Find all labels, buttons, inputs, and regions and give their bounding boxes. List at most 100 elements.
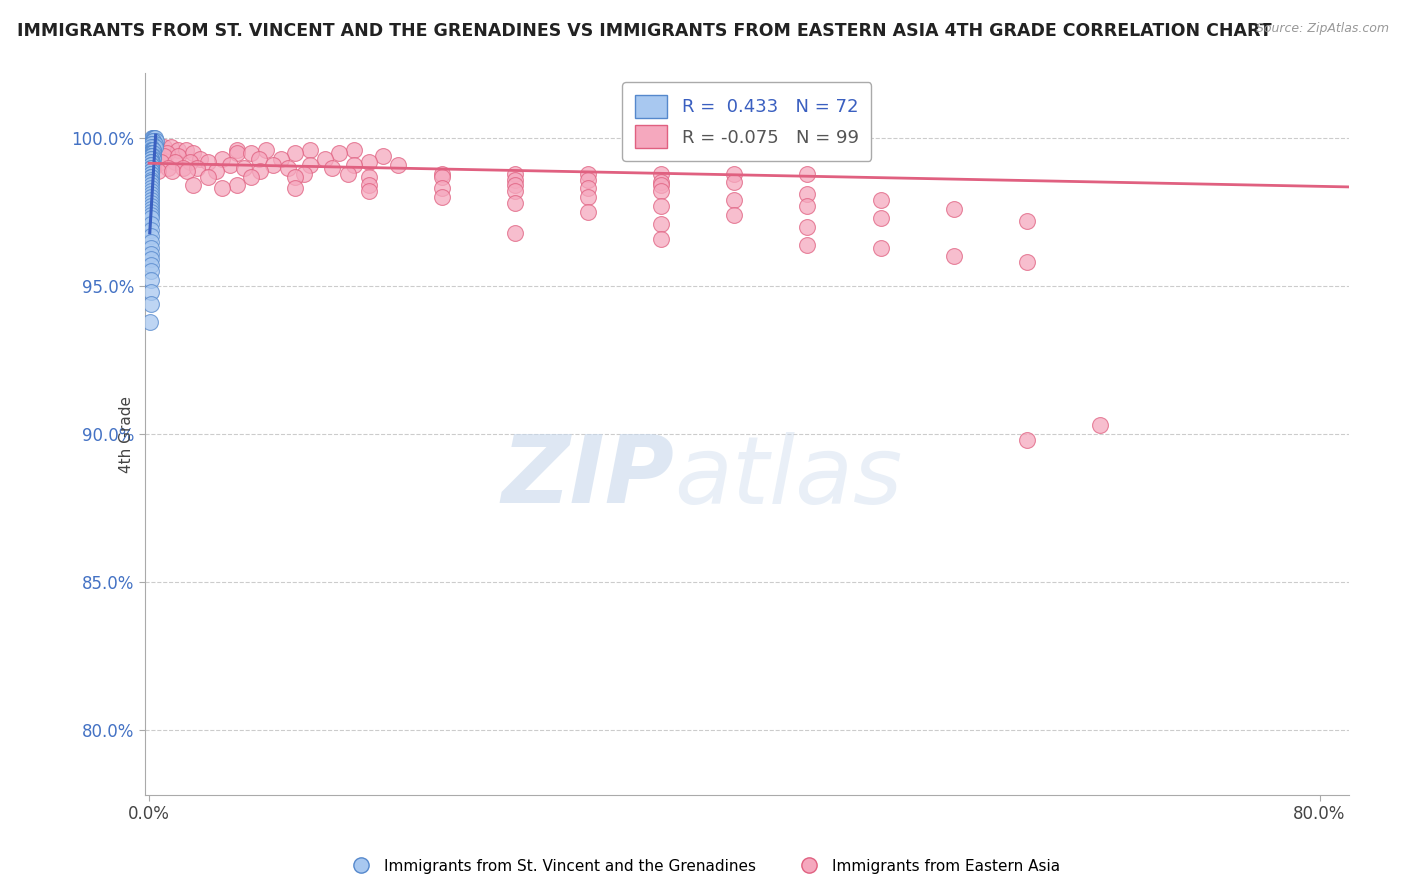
Point bbox=[142, 131, 165, 145]
Point bbox=[254, 143, 277, 157]
Point bbox=[723, 193, 745, 207]
Point bbox=[723, 208, 745, 222]
Point bbox=[141, 131, 163, 145]
Point bbox=[139, 252, 162, 267]
Point bbox=[143, 140, 166, 154]
Point bbox=[141, 145, 163, 160]
Point bbox=[145, 134, 167, 148]
Point bbox=[328, 145, 350, 160]
Point bbox=[284, 169, 307, 184]
Point bbox=[139, 158, 162, 172]
Point bbox=[211, 181, 233, 195]
Point bbox=[225, 145, 247, 160]
Point bbox=[233, 161, 256, 175]
Point bbox=[337, 167, 360, 181]
Point bbox=[141, 143, 163, 157]
Point bbox=[139, 181, 162, 195]
Point bbox=[139, 172, 162, 186]
Point bbox=[142, 143, 165, 157]
Point bbox=[321, 161, 343, 175]
Text: Source: ZipAtlas.com: Source: ZipAtlas.com bbox=[1256, 22, 1389, 36]
Point bbox=[141, 136, 163, 151]
Point bbox=[181, 178, 204, 193]
Point bbox=[141, 154, 163, 169]
Point bbox=[174, 143, 197, 157]
Point bbox=[139, 202, 162, 216]
Point bbox=[576, 167, 599, 181]
Point bbox=[141, 149, 163, 163]
Point bbox=[1015, 433, 1038, 447]
Point bbox=[139, 169, 162, 184]
Point bbox=[650, 185, 672, 199]
Point bbox=[139, 163, 162, 178]
Point bbox=[240, 169, 263, 184]
Point bbox=[142, 140, 165, 154]
Point bbox=[139, 223, 162, 237]
Point bbox=[139, 167, 162, 181]
Point bbox=[141, 169, 163, 184]
Text: atlas: atlas bbox=[675, 432, 903, 523]
Point bbox=[277, 161, 299, 175]
Point bbox=[139, 273, 162, 287]
Point bbox=[430, 190, 453, 204]
Point bbox=[723, 167, 745, 181]
Point bbox=[503, 196, 526, 211]
Point bbox=[139, 297, 162, 311]
Point bbox=[139, 264, 162, 278]
Point bbox=[650, 167, 672, 181]
Point bbox=[343, 158, 366, 172]
Point bbox=[145, 140, 167, 154]
Point bbox=[139, 217, 162, 231]
Point bbox=[141, 136, 163, 151]
Legend: Immigrants from St. Vincent and the Grenadines, Immigrants from Eastern Asia: Immigrants from St. Vincent and the Gren… bbox=[339, 853, 1067, 880]
Point bbox=[145, 145, 167, 160]
Point bbox=[142, 140, 165, 154]
Point bbox=[146, 163, 169, 178]
Point bbox=[270, 152, 292, 166]
Point bbox=[225, 143, 247, 157]
Point bbox=[357, 178, 380, 193]
Point bbox=[576, 172, 599, 186]
Point bbox=[284, 145, 307, 160]
Point bbox=[139, 199, 162, 213]
Point bbox=[576, 181, 599, 195]
Point bbox=[357, 154, 380, 169]
Point bbox=[503, 226, 526, 240]
Point bbox=[357, 169, 380, 184]
Point bbox=[225, 178, 247, 193]
Point bbox=[142, 134, 165, 148]
Point bbox=[942, 202, 965, 216]
Point bbox=[181, 145, 204, 160]
Point bbox=[139, 246, 162, 260]
Point bbox=[141, 149, 163, 163]
Point bbox=[157, 161, 180, 175]
Point bbox=[249, 163, 271, 178]
Point bbox=[796, 219, 818, 234]
Point bbox=[142, 145, 165, 160]
Text: IMMIGRANTS FROM ST. VINCENT AND THE GRENADINES VS IMMIGRANTS FROM EASTERN ASIA 4: IMMIGRANTS FROM ST. VINCENT AND THE GREN… bbox=[17, 22, 1271, 40]
Point bbox=[141, 145, 163, 160]
Point bbox=[139, 315, 162, 329]
Point bbox=[796, 167, 818, 181]
Point bbox=[143, 140, 166, 154]
Point bbox=[141, 185, 163, 199]
Point bbox=[142, 149, 165, 163]
Point bbox=[152, 140, 174, 154]
Point bbox=[139, 205, 162, 219]
Point bbox=[139, 196, 162, 211]
Point bbox=[155, 145, 177, 160]
Point bbox=[503, 185, 526, 199]
Point bbox=[650, 217, 672, 231]
Point bbox=[430, 167, 453, 181]
Point bbox=[141, 158, 163, 172]
Point bbox=[139, 193, 162, 207]
Point bbox=[149, 154, 172, 169]
Point bbox=[139, 211, 162, 225]
Point bbox=[1088, 418, 1111, 433]
Point bbox=[141, 136, 163, 151]
Point bbox=[139, 154, 162, 169]
Point bbox=[142, 134, 165, 148]
Point bbox=[942, 250, 965, 264]
Point bbox=[139, 176, 162, 190]
Point bbox=[141, 154, 163, 169]
